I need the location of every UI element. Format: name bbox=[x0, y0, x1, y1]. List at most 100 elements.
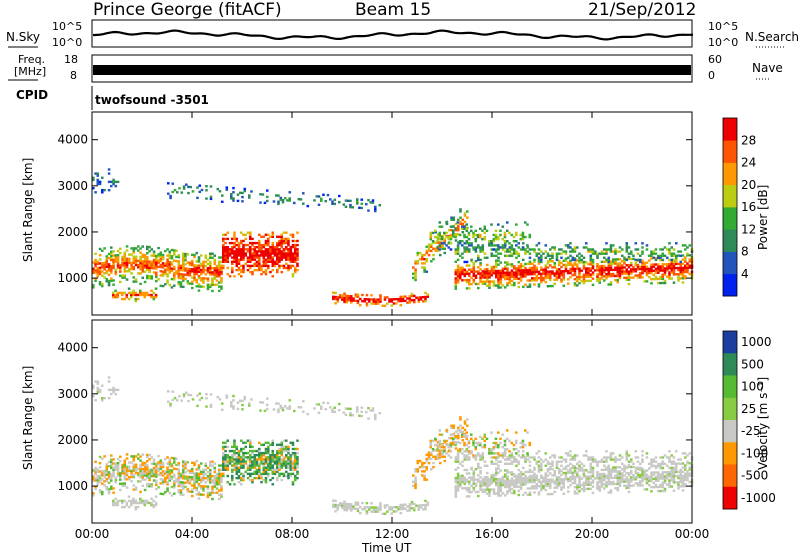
power-cell bbox=[132, 292, 135, 294]
power-cell bbox=[214, 267, 217, 269]
power-cell bbox=[524, 267, 527, 269]
power-cell bbox=[238, 261, 241, 263]
velocity-cell bbox=[533, 467, 536, 469]
velocity-cell bbox=[626, 454, 629, 456]
velocity-cell bbox=[635, 467, 638, 469]
power-cell bbox=[242, 246, 245, 248]
velocity-cell bbox=[227, 481, 230, 483]
velocity-cell bbox=[475, 485, 478, 487]
velocity-cell bbox=[242, 456, 245, 458]
velocity-cell bbox=[603, 469, 606, 471]
power-cell bbox=[504, 250, 507, 252]
power-cell bbox=[200, 263, 203, 265]
power-cell bbox=[130, 264, 133, 266]
power-cell bbox=[123, 298, 126, 300]
velocity-cell bbox=[414, 476, 417, 478]
velocity-cell bbox=[524, 479, 527, 481]
power-cell bbox=[180, 277, 183, 279]
velocity-cell bbox=[583, 471, 586, 473]
velocity-cell bbox=[117, 462, 120, 464]
velocity-cell bbox=[599, 475, 602, 477]
velocity-cell bbox=[644, 476, 647, 478]
power-cell bbox=[653, 250, 656, 252]
velocity-cell bbox=[569, 476, 572, 478]
power-cell bbox=[146, 248, 149, 250]
power-cell bbox=[504, 236, 507, 238]
velocity-cell bbox=[238, 475, 241, 477]
power-cell bbox=[565, 260, 568, 262]
power-cell bbox=[361, 203, 364, 205]
power-cell bbox=[148, 277, 151, 279]
velocity-cell bbox=[414, 485, 417, 487]
velocity-cell bbox=[224, 454, 227, 456]
velocity-cell bbox=[477, 463, 480, 465]
velocity-cell bbox=[112, 469, 115, 471]
velocity-cell bbox=[368, 508, 371, 510]
power-cell bbox=[578, 278, 581, 280]
velocity-cell bbox=[500, 469, 503, 471]
power-cell bbox=[605, 267, 608, 269]
power-cell bbox=[423, 271, 426, 273]
velocity-cell bbox=[556, 482, 559, 484]
velocity-cell bbox=[608, 479, 611, 481]
velocity-cell bbox=[148, 483, 151, 485]
power-cell bbox=[178, 254, 181, 256]
power-cell bbox=[506, 221, 509, 223]
power-cell bbox=[108, 253, 111, 255]
power-cell bbox=[211, 257, 214, 259]
velocity-cell bbox=[103, 455, 106, 457]
power-cell bbox=[108, 280, 111, 282]
velocity-cell bbox=[173, 461, 176, 463]
power-cell bbox=[124, 274, 127, 276]
power-cell bbox=[278, 252, 281, 254]
power-cell bbox=[187, 253, 190, 255]
power-cell bbox=[222, 246, 225, 248]
velocity-cell bbox=[214, 477, 217, 479]
power-cell bbox=[218, 269, 221, 271]
power-cell bbox=[302, 203, 305, 205]
power-cell bbox=[417, 260, 420, 262]
power-cell bbox=[221, 194, 224, 196]
power-cell bbox=[473, 273, 476, 275]
velocity-cell bbox=[610, 481, 613, 483]
power-cell bbox=[662, 269, 665, 271]
velocity-cell bbox=[547, 485, 550, 487]
power-cell bbox=[603, 257, 606, 259]
power-cell bbox=[677, 250, 680, 252]
power-cell bbox=[464, 279, 467, 281]
velocity-cell bbox=[630, 461, 633, 463]
velocity-cell bbox=[144, 470, 147, 472]
power-cell bbox=[558, 276, 561, 278]
power-cell bbox=[569, 272, 572, 274]
velocity-cell bbox=[635, 456, 638, 458]
velocity-cell bbox=[184, 477, 187, 479]
power-cell bbox=[258, 248, 261, 250]
power-cell bbox=[608, 269, 611, 271]
velocity-cell bbox=[572, 472, 575, 474]
power-cell bbox=[245, 244, 248, 246]
power-cell bbox=[182, 277, 185, 279]
power-cell bbox=[196, 269, 199, 271]
velocity-cell bbox=[524, 481, 527, 483]
velocity-cell bbox=[184, 486, 187, 488]
velocity-cell bbox=[515, 486, 518, 488]
power-cell bbox=[368, 298, 371, 300]
velocity-cell bbox=[637, 461, 640, 463]
power-cell bbox=[583, 276, 586, 278]
velocity-cell bbox=[542, 485, 545, 487]
velocity-cell bbox=[218, 481, 221, 483]
power-cell bbox=[200, 271, 203, 273]
power-cell bbox=[488, 280, 491, 282]
velocity-cell bbox=[285, 440, 288, 442]
velocity-cell bbox=[172, 391, 175, 393]
velocity-cell bbox=[180, 481, 183, 483]
power-cell bbox=[637, 276, 640, 278]
power-cell bbox=[367, 209, 370, 211]
velocity-cell bbox=[529, 494, 532, 496]
power-cell bbox=[677, 273, 680, 275]
velocity-cell bbox=[263, 454, 266, 456]
power-cell bbox=[506, 267, 509, 269]
velocity-cell bbox=[144, 474, 147, 476]
power-cell bbox=[283, 267, 286, 269]
power-cell bbox=[545, 275, 548, 277]
